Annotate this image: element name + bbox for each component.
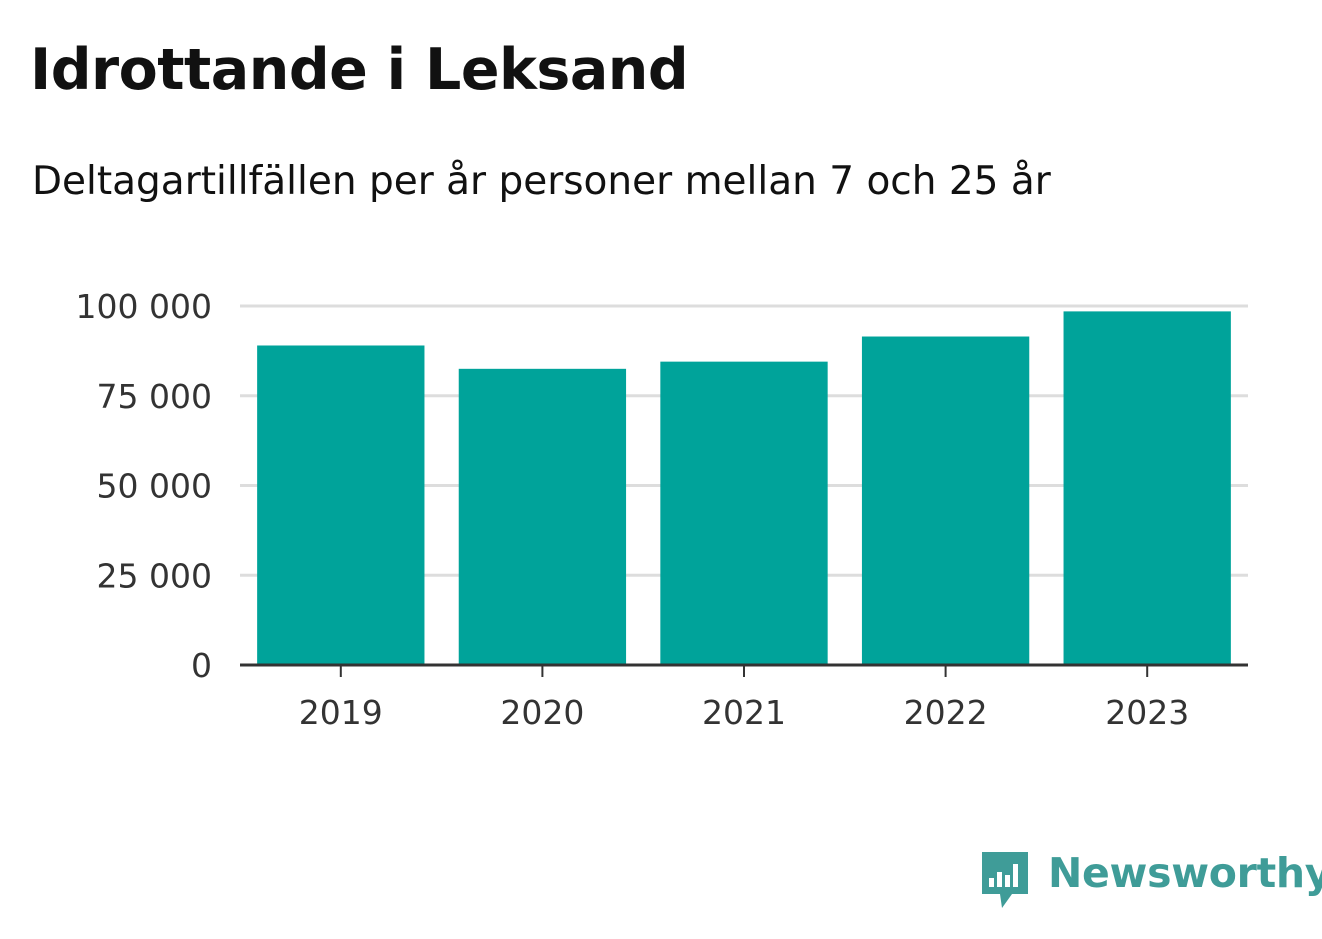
bar-2022 xyxy=(861,336,1030,665)
bar-2020 xyxy=(458,368,627,665)
y-tick-label: 0 xyxy=(191,646,212,685)
bar-chart: 0 25 000 50 000 75 000 100 000 2019 2020 2021 20… xyxy=(76,287,1248,732)
y-tick-label: 100 000 xyxy=(76,287,212,326)
newsworthy-wordmark: Newsworthy xyxy=(1048,849,1322,897)
newsworthy-logo: Newsworthy xyxy=(980,850,1322,910)
chart-subtitle: Deltagartillfällen per år personer mella… xyxy=(32,159,1051,204)
newsworthy-icon xyxy=(982,852,1028,908)
x-tick-label: 2022 xyxy=(904,693,988,732)
x-tick-label: 2020 xyxy=(500,693,584,732)
x-tick-label: 2023 xyxy=(1105,693,1189,732)
x-tick-label: 2019 xyxy=(299,693,383,732)
bar-2021 xyxy=(660,361,828,665)
bar-2023 xyxy=(1063,311,1231,665)
y-tick-label: 75 000 xyxy=(97,377,212,416)
chart-title: Idrottande i Leksand xyxy=(30,37,689,103)
y-tick-label: 50 000 xyxy=(97,467,212,506)
y-tick-label: 25 000 xyxy=(97,556,212,595)
x-tick-label: 2021 xyxy=(702,693,786,732)
bar-2019 xyxy=(257,345,425,665)
